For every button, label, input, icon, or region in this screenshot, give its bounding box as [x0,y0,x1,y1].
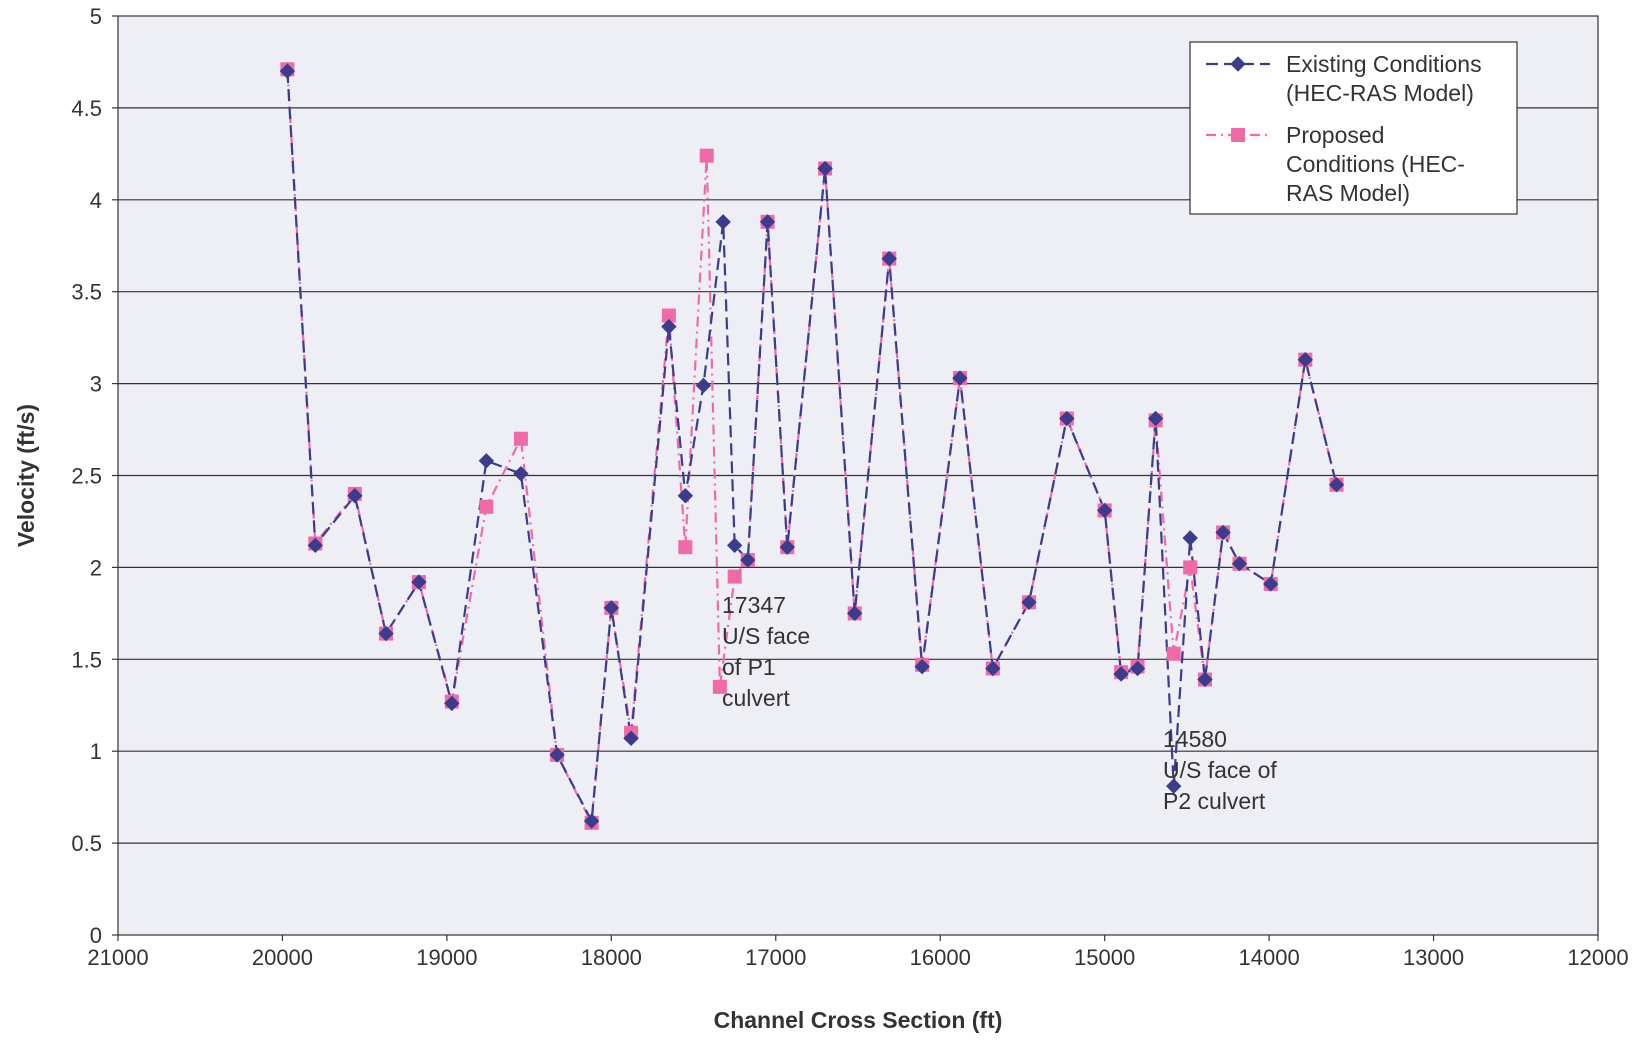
existing-point [347,488,363,504]
existing-point [623,730,639,747]
existing-point [847,605,863,622]
x-tick-label: 15000 [1074,945,1135,970]
legend-label: (HEC-RAS Model) [1286,80,1474,106]
proposed-point [727,569,742,584]
proposed-point [712,679,727,694]
y-tick-label: 3 [90,372,102,397]
existing-point [1197,671,1213,688]
x-tick-label: 21000 [87,945,148,970]
existing-point [603,600,620,616]
existing-point [549,747,565,763]
existing-point [881,250,897,267]
existing-point [952,370,968,386]
legend-entry-proposed: Proposed Conditions (HEC- RAS Model) [1206,122,1465,206]
proposed-point [699,148,714,163]
y-tick-label: 2 [90,555,102,580]
existing-point [1166,778,1182,794]
x-axis-title: Channel Cross Section (ft) [714,1007,1003,1033]
existing-point [378,625,394,642]
x-tick-label: 19000 [416,945,477,970]
existing-point [1129,660,1146,677]
y-tick-label: 0 [90,923,102,948]
existing-point [444,695,460,712]
x-tick-label: 17000 [745,945,806,970]
existing-point [1059,410,1075,427]
annotation-line: 17347 [722,592,786,618]
existing-point [740,552,756,568]
y-tick-label: 1.5 [71,647,102,672]
annotation-line: of P1 [722,654,776,680]
annotation-line: culvert [722,685,790,711]
x-tick-label: 14000 [1239,945,1300,970]
y-axis-title: Velocity (ft/s) [13,404,39,547]
y-tick-label: 1 [90,739,102,764]
existing-point [1263,576,1279,592]
annotation-line: U/S face of [1163,757,1277,783]
proposed-point [1166,646,1181,661]
proposed-point [479,499,494,514]
existing-point [1147,410,1164,427]
existing-point [1297,351,1313,368]
x-tick-label: 12000 [1567,945,1628,970]
annotation-line: P2 culvert [1163,788,1266,814]
existing-point [661,318,677,335]
y-tick-label: 5 [90,4,102,29]
legend-entry-existing: Existing Conditions (HEC-RAS Model) [1206,51,1482,106]
existing-point [478,453,495,469]
x-tick-label: 20000 [252,945,313,970]
existing-point [411,574,427,590]
existing-point [583,813,600,829]
legend-label: Proposed [1286,122,1384,148]
y-tick-label: 3.5 [71,280,102,305]
proposed-point [1183,560,1198,575]
existing-point [1021,594,1037,611]
existing-series-line [286,71,1338,825]
existing-point [1113,666,1129,682]
annotation-line: 14580 [1163,726,1227,752]
y-tick-label: 2.5 [71,464,102,489]
legend-swatch-marker [1230,56,1246,72]
existing-point [695,377,712,394]
y-tick-label: 4 [90,188,102,213]
legend-swatch-marker [1231,128,1245,142]
existing-point [779,539,795,555]
existing-point [1231,556,1248,572]
existing-point [677,488,694,504]
proposed-point [513,431,528,446]
existing-point [1328,476,1345,493]
existing-point [307,537,324,554]
legend-label: Existing Conditions [1286,51,1482,77]
proposed-series [286,69,1338,827]
legend-label: RAS Model) [1286,180,1410,206]
annotation-17347: 17347 U/S face of P1 culvert [722,592,810,711]
existing-point [1182,530,1198,546]
existing-point [914,658,930,675]
existing-point [726,537,743,554]
existing-point [1096,502,1113,519]
existing-markers [279,63,1345,829]
existing-point [715,214,731,230]
annotation-14580: 14580 U/S face of P2 culvert [1163,726,1277,814]
existing-point [985,660,1001,677]
existing-point [279,63,296,79]
existing-series [286,71,1338,825]
x-tick-label: 13000 [1403,945,1464,970]
x-tick-label: 16000 [910,945,971,970]
proposed-point [678,540,693,555]
y-tick-label: 4.5 [71,96,102,121]
existing-point [513,465,529,482]
existing-point [1215,524,1231,541]
existing-point [759,214,776,230]
annotation-line: U/S face [722,623,810,649]
x-tick-label: 18000 [581,945,642,970]
existing-point [817,160,833,177]
proposed-series-line [286,69,1338,827]
legend-label: Conditions (HEC- [1286,151,1465,177]
y-tick-label: 0.5 [71,831,102,856]
